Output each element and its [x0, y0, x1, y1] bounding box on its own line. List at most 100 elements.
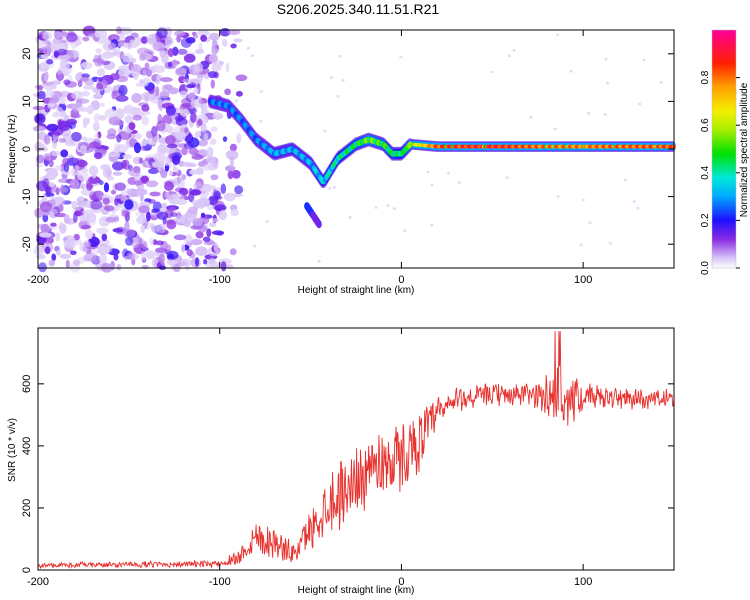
noise-blob [52, 139, 57, 150]
snr-x-ticks: -200 -100 0 100 [27, 328, 592, 588]
noise-speck [604, 57, 608, 61]
noise-blob [145, 69, 153, 77]
noise-blob [183, 220, 192, 228]
noise-blob [181, 147, 188, 156]
noise-blob [112, 47, 118, 57]
noise-blob [213, 243, 219, 253]
noise-blob [225, 62, 230, 73]
noise-speck [348, 216, 352, 219]
colorbar-tick-label: 0.0 [700, 261, 711, 275]
noise-blob [197, 197, 211, 207]
noise-blob [139, 53, 147, 61]
noise-blob [172, 59, 177, 66]
noise-blob [124, 115, 134, 124]
noise-blob [55, 232, 61, 242]
noise-blob [123, 104, 135, 115]
snr-panel: -200 -100 0 100 0 200 400 600 Height of straig… [7, 327, 675, 596]
noise-blob [190, 99, 204, 108]
noise-blob [195, 246, 208, 256]
noise-blob [73, 212, 78, 223]
noise-blob [42, 178, 50, 189]
noise-blob [135, 133, 142, 140]
noise-speck [317, 259, 321, 263]
noise-speck [259, 90, 263, 93]
noise-blob [212, 218, 219, 223]
colorbar: 0.0 0.2 0.4 0.6 0.8 Normalized spectral ampl… [700, 29, 750, 275]
noise-blob [116, 47, 121, 58]
noise-blob [224, 88, 232, 96]
noise-blob [167, 48, 174, 58]
noise-blob [96, 227, 109, 234]
noise-blob [208, 222, 216, 228]
noise-blob [62, 157, 70, 167]
noise-blob [64, 141, 77, 147]
noise-blob [140, 224, 145, 234]
y-tick-label: 400 [21, 437, 33, 455]
noise-speck [556, 33, 560, 37]
noise-blob [70, 131, 82, 142]
noise-blob [70, 41, 78, 50]
noise-blob [100, 102, 105, 108]
noise-blob [115, 226, 126, 235]
noise-blob [181, 174, 187, 181]
noise-blob [156, 27, 168, 39]
noise-blob [165, 191, 170, 199]
noise-blob [198, 96, 202, 101]
noise-blob [220, 261, 227, 272]
noise-blob [197, 118, 203, 126]
noise-blob [142, 69, 147, 77]
y-tick-label: 600 [21, 375, 33, 393]
noise-blob [58, 138, 66, 143]
noise-blob [155, 86, 160, 97]
noise-speck [603, 113, 607, 116]
y-tick-label: 0 [21, 567, 33, 573]
noise-blob [156, 211, 169, 220]
noise-blob [51, 253, 57, 262]
noise-blob [164, 181, 174, 192]
noise-blob [140, 175, 150, 184]
noise-blob [82, 90, 90, 97]
snr-plot-area [38, 328, 674, 570]
colorbar-tick-label: 0.6 [700, 118, 711, 132]
noise-speck [403, 229, 407, 233]
noise-speck [529, 115, 533, 119]
noise-blob [46, 123, 59, 132]
noise-speck [608, 241, 613, 245]
noise-blob [225, 149, 239, 160]
noise-speck [553, 127, 557, 131]
noise-speck [399, 55, 403, 59]
noise-speck [265, 220, 269, 223]
y-tick-label: -20 [21, 236, 33, 252]
noise-speck [512, 48, 516, 52]
noise-blob [118, 84, 128, 96]
noise-blob [164, 37, 174, 46]
noise-blob [140, 36, 148, 44]
noise-blob [42, 213, 49, 223]
noise-blob [91, 172, 97, 179]
noise-blob [34, 113, 46, 125]
x-tick-label: -200 [27, 576, 49, 588]
noise-speck [581, 198, 585, 202]
noise-blob [46, 168, 59, 179]
noise-blob [200, 123, 207, 133]
noise-speck [246, 47, 250, 50]
noise-blob [89, 200, 103, 210]
noise-blob [44, 71, 49, 82]
noise-blob [179, 90, 188, 98]
noise-blob [56, 48, 68, 56]
noise-speck [336, 94, 340, 98]
noise-blob [58, 96, 66, 105]
noise-blob [83, 241, 92, 247]
noise-blob [203, 74, 210, 80]
noise-blob [118, 68, 130, 79]
noise-blob [213, 111, 220, 116]
noise-blob [39, 201, 53, 213]
noise-blob [97, 239, 110, 246]
noise-speck [638, 102, 642, 106]
noise-blob [211, 157, 219, 169]
x-tick-label: 0 [398, 274, 404, 286]
noise-blob [66, 32, 78, 43]
noise-blob [77, 80, 83, 88]
noise-blob [43, 134, 51, 145]
